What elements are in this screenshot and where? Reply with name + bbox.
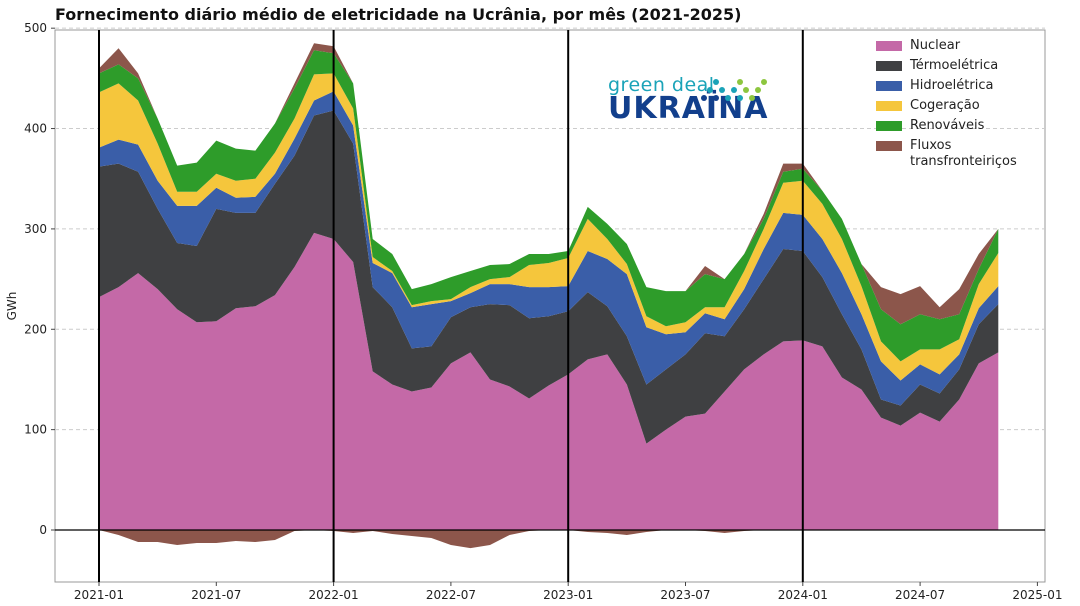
x-tick-label: 2022-07 — [426, 588, 476, 602]
legend-label: Cogeração — [910, 98, 980, 113]
legend-item: Fluxos transfronteiriços — [876, 138, 1040, 170]
legend-label: Hidroelétrica — [910, 78, 994, 93]
legend-swatch — [876, 81, 902, 91]
legend-item: Renováveis — [876, 118, 1040, 134]
area-nuclear — [99, 232, 999, 530]
legend-item: Nuclear — [876, 38, 1040, 54]
logo-dots-icon — [701, 79, 767, 101]
x-tick-label: 2021-01 — [74, 588, 124, 602]
legend-label: Nuclear — [910, 38, 961, 53]
logo-line1: green deal — [608, 74, 715, 96]
legend-item: Hidroelétrica — [876, 78, 1040, 94]
legend-label: Renováveis — [910, 118, 985, 133]
y-tick-label: 200 — [24, 322, 47, 336]
chart-title: Fornecimento diário médio de eletricidad… — [55, 5, 742, 24]
legend-item: Cogeração — [876, 98, 1040, 114]
x-tick-label: 2025-01 — [1012, 588, 1062, 602]
legend-label: Térmoelétrica — [910, 58, 999, 73]
x-tick-label: 2024-01 — [778, 588, 828, 602]
area-cross-border-negative — [99, 530, 999, 549]
legend-swatch — [876, 61, 902, 71]
area-cogeração — [99, 73, 999, 381]
y-tick-label: 0 — [39, 523, 47, 537]
area-térmoelétrica — [99, 110, 999, 444]
area-fluxos-transfronteiriços — [99, 43, 999, 325]
legend-label: Fluxos transfronteiriços — [910, 138, 1017, 169]
area-renováveis — [99, 50, 999, 362]
y-tick-label: 400 — [24, 122, 47, 136]
legend-swatch — [876, 101, 902, 111]
y-tick-label: 300 — [24, 222, 47, 236]
area-hidroelétrica — [99, 91, 999, 406]
legend-item: Térmoelétrica — [876, 58, 1040, 74]
legend-swatch — [876, 121, 902, 131]
legend-swatch — [876, 41, 902, 51]
x-tick-label: 2023-07 — [660, 588, 710, 602]
x-tick-label: 2021-07 — [191, 588, 241, 602]
legend: Nuclear Térmoelétrica Hidroelétrica Cogeraç… — [876, 38, 1040, 174]
x-tick-label: 2024-07 — [895, 588, 945, 602]
x-tick-label: 2022-01 — [309, 588, 359, 602]
y-tick-label: 500 — [24, 21, 47, 35]
y-tick-label: 100 — [24, 423, 47, 437]
green-deal-ukraina-logo: green deal UKRAÏNA — [608, 74, 768, 124]
x-tick-label: 2023-01 — [543, 588, 593, 602]
legend-swatch — [876, 141, 902, 151]
y-axis-label: GWh — [5, 292, 19, 321]
